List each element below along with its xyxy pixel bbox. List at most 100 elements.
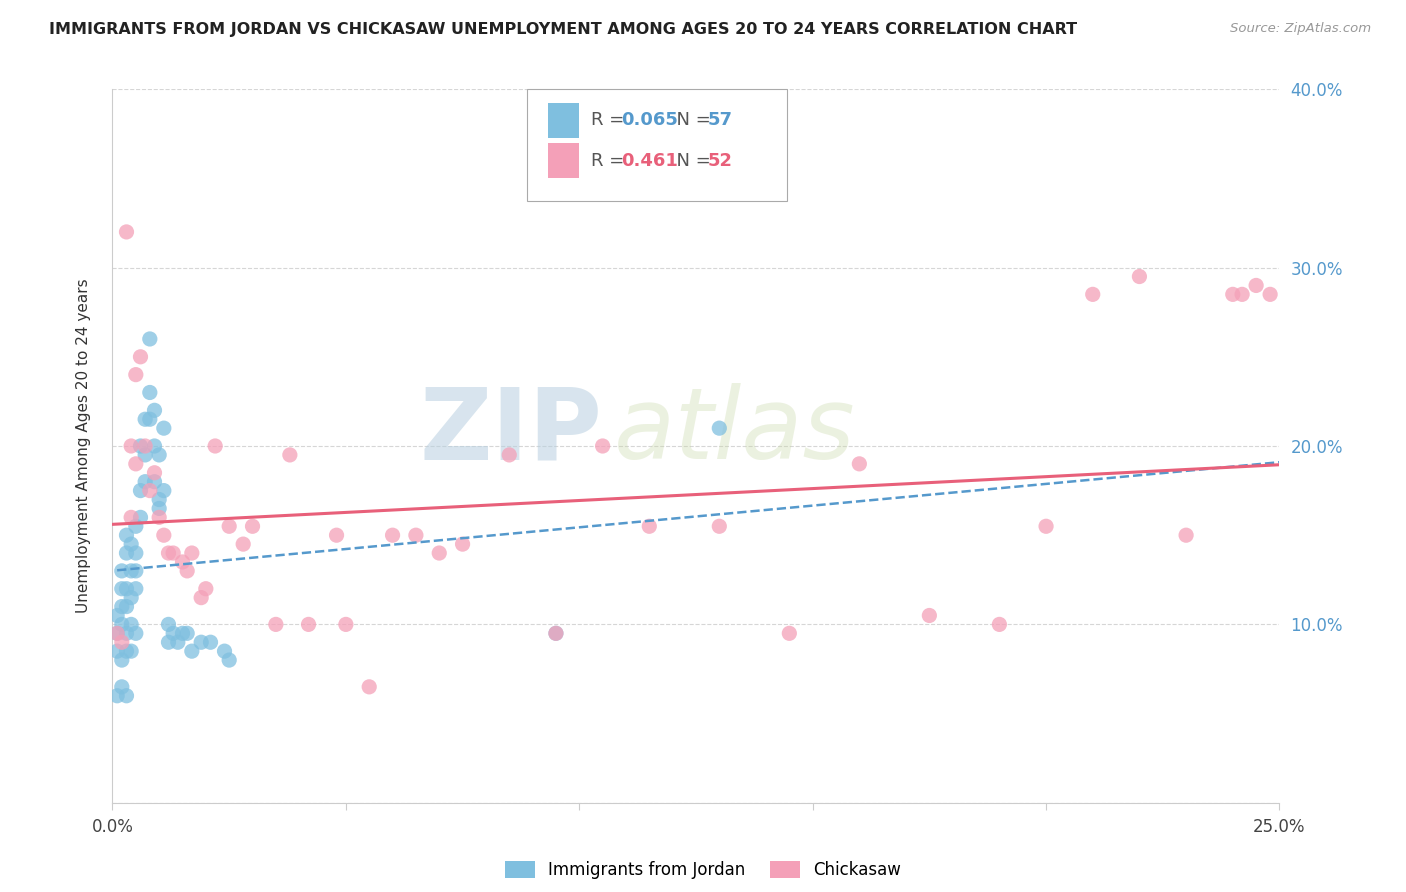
Point	[115, 644, 138, 658]
Point	[405, 528, 427, 542]
Point	[988, 617, 1011, 632]
Point	[148, 510, 170, 524]
Point	[162, 546, 184, 560]
Point	[638, 519, 661, 533]
Point	[139, 385, 162, 400]
Point	[120, 510, 142, 524]
Point	[1081, 287, 1104, 301]
Point	[325, 528, 347, 542]
Point	[232, 537, 254, 551]
Point	[176, 626, 198, 640]
Point	[111, 599, 134, 614]
Text: N =: N =	[665, 112, 717, 129]
Point	[778, 626, 800, 640]
Point	[139, 332, 162, 346]
Point	[157, 635, 180, 649]
Point	[153, 483, 176, 498]
Point	[125, 368, 148, 382]
Point	[359, 680, 381, 694]
Point	[115, 225, 138, 239]
Point	[148, 492, 170, 507]
Text: R =: R =	[591, 112, 630, 129]
Point	[105, 626, 128, 640]
Point	[918, 608, 941, 623]
Point	[194, 582, 217, 596]
Point	[172, 626, 194, 640]
Point	[129, 510, 152, 524]
Point	[115, 528, 138, 542]
Text: R =: R =	[591, 152, 630, 169]
Point	[143, 439, 166, 453]
Point	[153, 421, 176, 435]
Point	[709, 519, 731, 533]
Point	[200, 635, 222, 649]
Y-axis label: Unemployment Among Ages 20 to 24 years: Unemployment Among Ages 20 to 24 years	[76, 278, 91, 614]
Point	[120, 564, 142, 578]
Text: N =: N =	[665, 152, 717, 169]
Point	[125, 582, 148, 596]
Point	[157, 546, 180, 560]
Point	[180, 546, 202, 560]
Point	[129, 483, 152, 498]
Point	[125, 564, 148, 578]
Point	[143, 403, 166, 417]
Point	[111, 582, 134, 596]
Point	[264, 617, 287, 632]
Point	[120, 439, 142, 453]
Point	[120, 537, 142, 551]
Point	[214, 644, 236, 658]
Point	[115, 599, 138, 614]
Point	[115, 626, 138, 640]
Point	[120, 644, 142, 658]
Point	[125, 457, 148, 471]
Point	[139, 412, 162, 426]
Point	[218, 519, 240, 533]
Point	[125, 546, 148, 560]
Point	[297, 617, 319, 632]
Point	[1244, 278, 1267, 293]
Point	[105, 689, 128, 703]
Point	[125, 519, 148, 533]
Point	[592, 439, 614, 453]
Point	[1128, 269, 1150, 284]
Point	[381, 528, 404, 542]
Point	[120, 617, 142, 632]
Point	[111, 564, 134, 578]
Point	[115, 582, 138, 596]
Point	[218, 653, 240, 667]
Point	[115, 546, 138, 560]
Point	[180, 644, 202, 658]
Point	[278, 448, 301, 462]
Point	[120, 591, 142, 605]
Text: ZIP: ZIP	[420, 384, 603, 480]
Text: atlas: atlas	[614, 384, 856, 480]
Point	[143, 475, 166, 489]
Point	[111, 617, 134, 632]
Point	[544, 626, 567, 640]
Point	[190, 635, 212, 649]
Point	[190, 591, 212, 605]
Point	[1035, 519, 1057, 533]
Text: Source: ZipAtlas.com: Source: ZipAtlas.com	[1230, 22, 1371, 36]
Point	[709, 421, 731, 435]
Point	[105, 644, 128, 658]
Point	[451, 537, 474, 551]
Point	[129, 350, 152, 364]
Point	[204, 439, 226, 453]
Point	[139, 483, 162, 498]
Point	[111, 653, 134, 667]
Point	[134, 448, 156, 462]
Point	[335, 617, 357, 632]
Point	[129, 439, 152, 453]
Text: 57: 57	[707, 112, 733, 129]
Point	[162, 626, 184, 640]
Point	[1258, 287, 1281, 301]
Point	[111, 635, 134, 649]
Point	[111, 680, 134, 694]
Point	[166, 635, 188, 649]
Point	[148, 448, 170, 462]
Point	[105, 626, 128, 640]
Point	[115, 689, 138, 703]
Point	[498, 448, 520, 462]
Text: 0.461: 0.461	[621, 152, 678, 169]
